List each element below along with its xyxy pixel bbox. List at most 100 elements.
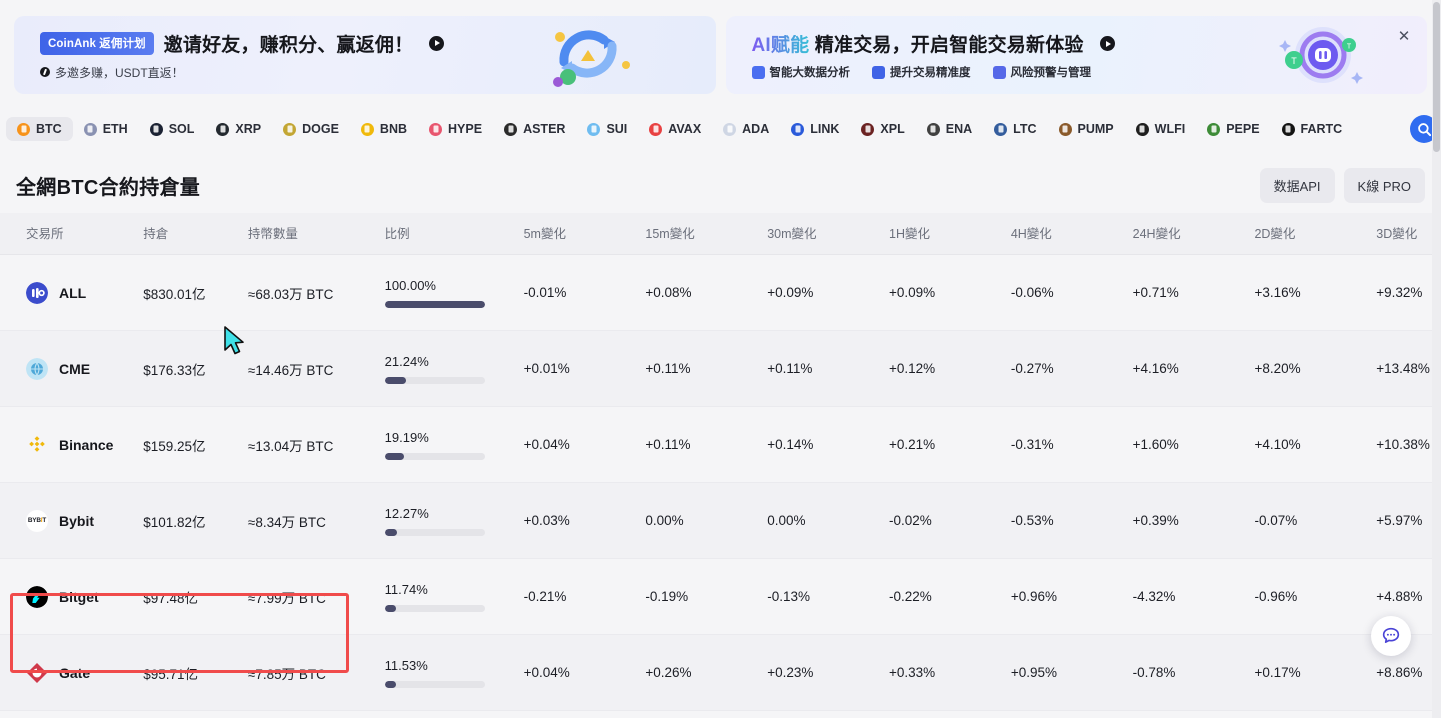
ticker-item-fartc[interactable]: FARTC [1271,117,1354,141]
ticker-label: ETH [102,122,128,136]
ticker-item-pepe[interactable]: PEPE [1196,117,1270,141]
ratio-block: 100.00% [384,278,524,308]
scrollbar-thumb[interactable] [1433,2,1440,152]
ticker-label: WLFI [1154,122,1186,136]
coin-ticker-bar[interactable]: BTC ETH SOL XRP DOGE BNB HYPE ASTER SUI AVAX ADA LI… [0,110,1441,148]
column-header-1[interactable]: 持倉 [143,213,248,255]
ticker-item-xrp[interactable]: XRP [205,117,272,141]
coin-amount-cell: ≈7.99万 BTC [247,558,385,635]
chevron-right-circle-icon[interactable] [429,35,445,51]
exchange-cell[interactable]: CME [0,330,144,407]
table-row[interactable]: Binance $159.25亿 ≈13.04万 BTC 19.19% +0.04% +0… [0,406,1441,483]
ticker-label: BNB [379,122,408,136]
change-cell: +0.04% [523,634,646,711]
referral-banner[interactable]: CoinAnk 返佣计划 邀请好友，赚积分、赢返佣！ 多邀多赚，USDT直返！ [14,16,716,94]
ticker-item-sui[interactable]: SUI [576,117,638,141]
column-header-4[interactable]: 5m變化 [523,213,646,255]
exchange-cell[interactable]: BYBIT Bybit [0,482,144,559]
column-header-10[interactable]: 2D變化 [1254,213,1377,255]
ai-headline-accent: AI赋能 [751,35,810,56]
column-header-6[interactable]: 30m變化 [767,213,890,255]
kline-pro-button[interactable]: K線 PRO [1343,168,1425,203]
referral-subtext: 多邀多赚，USDT直返！ [55,65,184,80]
coin-icon-fartc [1281,122,1295,136]
ticker-item-btc[interactable]: BTC [6,117,73,141]
close-icon[interactable]: ✕ [1397,28,1411,45]
ticker-item-wlfi[interactable]: WLFI [1125,117,1197,141]
ticker-item-ltc[interactable]: LTC [983,117,1047,141]
coin-icon-pump [1058,122,1072,136]
exchange-cell[interactable]: Binance [0,406,144,483]
ticker-label: PEPE [1226,122,1260,136]
ticker-label: LINK [810,122,840,136]
change-cell: +9.32% [1376,254,1441,331]
table-row[interactable]: BYBIT Bybit $101.82亿 ≈8.34万 BTC 12.27% +0.03%… [0,482,1441,559]
ratio-bar-fill [384,452,404,460]
column-header-5[interactable]: 15m變化 [645,213,768,255]
change-cell: +0.11% [645,330,768,407]
exchange-cell[interactable]: Gate [0,634,144,711]
change-cell: +0.39% [1132,482,1255,559]
ratio-value: 19.19% [384,429,429,445]
column-header-8[interactable]: 4H變化 [1010,213,1133,255]
chat-bubble-icon[interactable] [1371,616,1411,656]
ratio-block: 11.74% [384,582,524,612]
exchange-wrap: Binance [26,434,143,456]
change-cell: +0.09% [889,254,1011,331]
ticker-item-link[interactable]: LINK [780,117,850,141]
column-header-2[interactable]: 持幣數量 [247,213,385,255]
exchange-wrap: Bitget [26,585,143,608]
column-header-11[interactable]: 3D變化 [1376,213,1441,255]
table-body: ALL $830.01亿 ≈68.03万 BTC 100.00% -0.01% +0.08… [0,254,1441,711]
ratio-cell: 21.24% [384,330,524,407]
ticker-item-ada[interactable]: ADA [712,117,780,141]
table-row[interactable]: Bitget $97.48亿 ≈7.99万 BTC 11.74% -0.21% -0.19… [0,558,1441,635]
chevron-right-circle-icon[interactable] [1099,36,1115,51]
coin-amount-cell: ≈8.34万 BTC [247,482,385,559]
coin-icon-ena [926,122,940,136]
table-row[interactable]: CME $176.33亿 ≈14.46万 BTC 21.24% +0.01% +0.11%… [0,330,1441,407]
page-scrollbar[interactable] [1432,0,1441,718]
change-cell: +0.12% [889,330,1011,407]
change-cell: -0.96% [1254,558,1377,635]
ticker-item-doge[interactable]: DOGE [272,117,350,141]
change-cell: +3.16% [1254,254,1377,331]
coin-icon-ltc [994,122,1008,136]
ticker-item-avax[interactable]: AVAX [638,117,712,141]
ratio-cell: 100.00% [384,254,524,331]
table-header-row: 交易所 持倉 持幣數量 比例 5m變化 15m變化 30m變化 1H變化 4H變化 24H變化 2D… [0,213,1441,255]
column-header-9[interactable]: 24H變化 [1132,213,1255,255]
precision-icon [872,65,885,79]
coin-amount-cell: ≈68.03万 BTC [247,254,385,331]
ticker-item-aster[interactable]: ASTER [493,117,576,141]
exchange-logo-icon [26,662,48,684]
exchange-logo-icon [26,434,48,456]
ticker-item-eth[interactable]: ETH [73,117,139,141]
column-header-7[interactable]: 1H變化 [889,213,1011,255]
coin-icon-sui [587,122,601,136]
exchange-cell[interactable]: Bitget [0,558,144,635]
ai-banner[interactable]: AI赋能 精准交易，开启智能交易新体验 智能大数据分析 提升交易精准度 风险预警… [725,16,1427,94]
table-header: 交易所 持倉 持幣數量 比例 5m變化 15m變化 30m變化 1H變化 4H變化 24H變化 2D… [0,213,1441,255]
column-header-3[interactable]: 比例 [384,213,524,255]
change-cell: +10.38% [1376,406,1441,483]
ticker-item-bnb[interactable]: BNB [350,117,418,141]
ratio-bar-track [384,680,485,688]
coin-amount-cell: ≈7.85万 BTC [247,634,385,711]
table-row[interactable]: Gate $95.71亿 ≈7.85万 BTC 11.53% +0.04% +0.26% +… [0,634,1441,711]
data-api-button[interactable]: 数据API [1259,168,1335,203]
ticker-label: DOGE [302,122,339,136]
table-row[interactable]: ALL $830.01亿 ≈68.03万 BTC 100.00% -0.01% +0.08… [0,254,1441,331]
ticker-item-ena[interactable]: ENA [916,117,983,141]
ratio-bar-fill [384,604,397,612]
ticker-label: SOL [168,122,195,136]
exchange-cell[interactable]: ALL [0,254,144,331]
ticker-item-sol[interactable]: SOL [139,117,206,141]
ticker-item-xpl[interactable]: XPL [850,117,915,141]
ratio-block: 11.53% [384,658,524,688]
column-header-0[interactable]: 交易所 [0,213,144,255]
ai-headline-rest: 精准交易，开启智能交易新体验 [814,35,1084,56]
ticker-item-hype[interactable]: HYPE [418,117,493,141]
ticker-item-pump[interactable]: PUMP [1048,117,1125,141]
open-interest-table-wrap[interactable]: 交易所 持倉 持幣數量 比例 5m變化 15m變化 30m變化 1H變化 4H變化 24H變化 2D… [0,213,1441,711]
